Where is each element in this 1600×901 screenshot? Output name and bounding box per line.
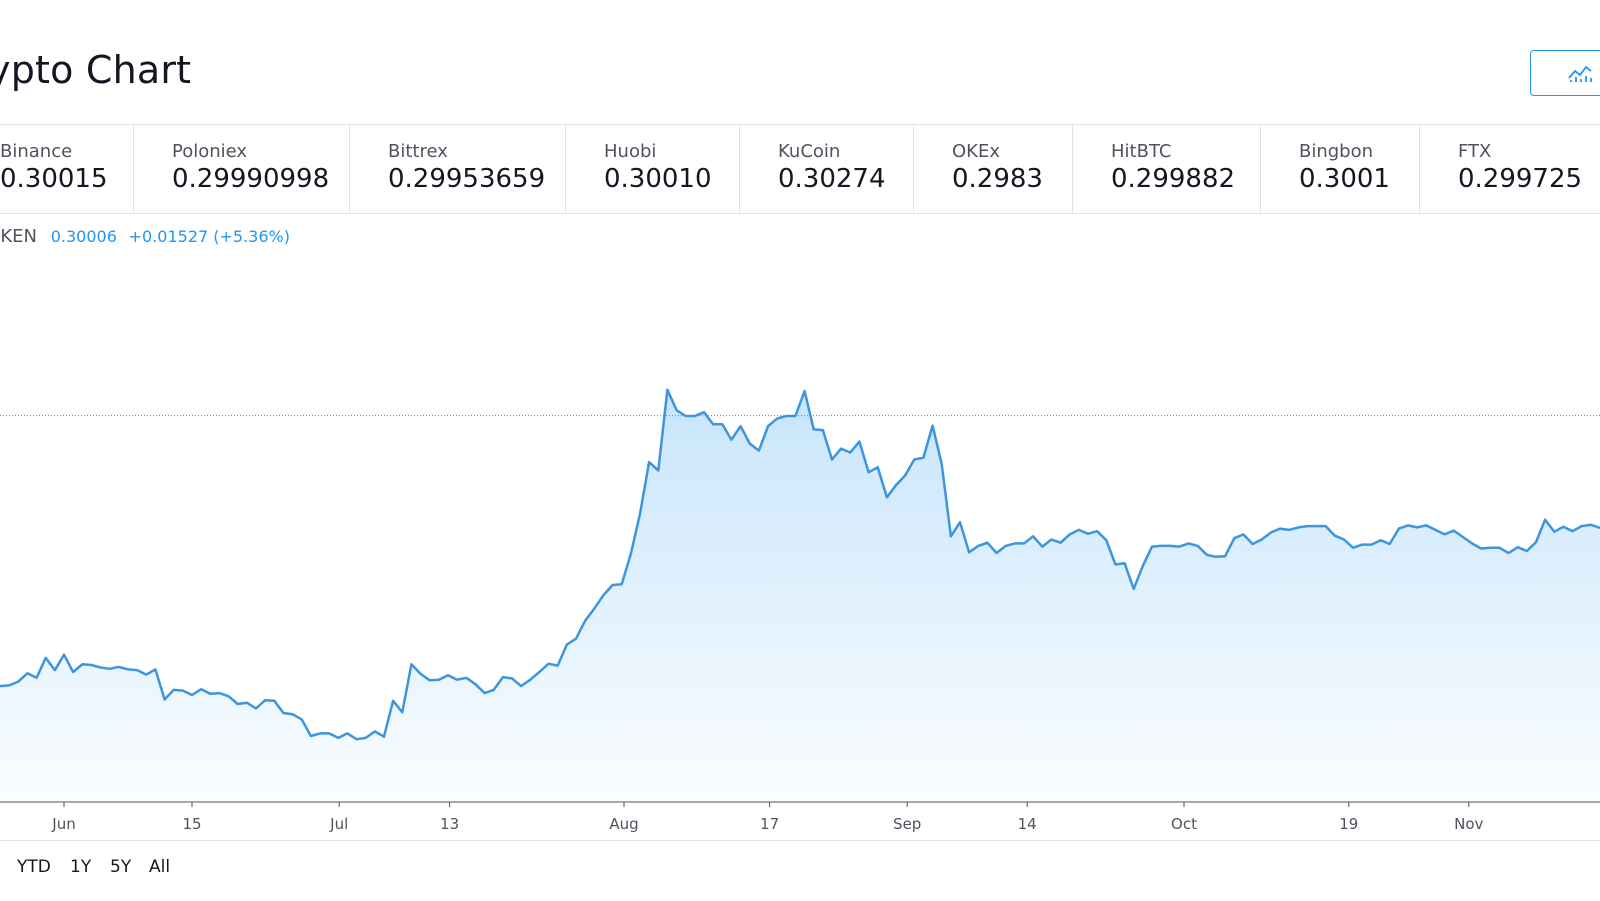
- x-tick-label: Sep: [893, 815, 921, 833]
- exchange-price: 0.3001: [1299, 164, 1390, 194]
- legend-change: +0.01527 (+5.36%): [128, 227, 290, 246]
- exchange-ftx[interactable]: FTX 0.299725: [1420, 125, 1600, 213]
- exchange-name: Binance: [0, 141, 73, 162]
- x-axis-ticks: Jun 15 Jul 13 Aug 17 Sep 14 Oct 19 Nov: [51, 802, 1484, 833]
- range-1y-button[interactable]: 1Y: [70, 857, 92, 877]
- exchange-price: 0.299725: [1458, 164, 1583, 194]
- x-tick-label: 17: [760, 815, 779, 833]
- range-ytd-button[interactable]: YTD: [17, 857, 51, 877]
- x-tick-label: 13: [440, 815, 459, 833]
- page-title: ypto Chart: [0, 48, 192, 92]
- x-tick-label: Nov: [1454, 815, 1483, 833]
- exchange-hitbtc[interactable]: HitBTC 0.299882: [1073, 125, 1261, 213]
- exchange-name: HitBTC: [1111, 141, 1172, 162]
- x-tick-label: Jun: [51, 815, 75, 833]
- exchange-name: KuCoin: [778, 141, 841, 162]
- x-tick-label: Jul: [329, 815, 348, 833]
- x-tick-label: 15: [182, 815, 201, 833]
- exchange-name: Poloniex: [172, 141, 248, 162]
- x-tick-label: Aug: [609, 815, 638, 833]
- exchange-binance[interactable]: Binance 0.30015: [0, 125, 134, 213]
- exchange-bingbon[interactable]: Bingbon 0.3001: [1261, 125, 1420, 213]
- exchange-poloniex[interactable]: Poloniex 0.29990998: [134, 125, 350, 213]
- exchange-price: 0.2983: [952, 164, 1043, 194]
- area-chart-icon: [1568, 65, 1592, 82]
- exchange-prices-bar: Binance 0.30015 Poloniex 0.29990998 Bitt…: [0, 124, 1600, 214]
- exchange-price: 0.30010: [604, 164, 712, 194]
- legend-last-value: 0.30006: [50, 227, 117, 246]
- price-chart[interactable]: Jun 15 Jul 13 Aug 17 Sep 14 Oct 19 Nov: [0, 230, 1600, 840]
- exchange-bittrex[interactable]: Bittrex 0.29953659: [350, 125, 566, 213]
- exchange-price: 0.29953659: [388, 164, 546, 194]
- exchange-name: FTX: [1458, 141, 1492, 162]
- exchange-price: 0.30015: [0, 164, 108, 194]
- exchange-kucoin[interactable]: KuCoin 0.30274: [740, 125, 914, 213]
- exchange-okex[interactable]: OKEx 0.2983: [914, 125, 1073, 213]
- chart-type-button[interactable]: [1530, 50, 1600, 96]
- range-all-button[interactable]: All: [149, 857, 171, 877]
- x-tick-label: 19: [1339, 815, 1358, 833]
- price-area: [0, 389, 1600, 802]
- exchange-price: 0.30274: [778, 164, 886, 194]
- legend-symbol: AKEN: [0, 226, 37, 247]
- x-tick-label: 14: [1018, 815, 1037, 833]
- price-line: [0, 388, 1600, 741]
- x-tick-label: Oct: [1171, 815, 1197, 833]
- exchange-name: Bingbon: [1299, 141, 1374, 162]
- exchange-name: Bittrex: [388, 141, 448, 162]
- exchange-name: OKEx: [952, 141, 1000, 162]
- exchange-huobi[interactable]: Huobi 0.30010: [566, 125, 740, 213]
- exchange-name: Huobi: [604, 141, 657, 162]
- range-5y-button[interactable]: 5Y: [110, 857, 132, 877]
- exchange-price: 0.29990998: [172, 164, 330, 194]
- range-selector: YTD 1Y 5Y All: [0, 840, 1600, 901]
- series-legend: AKEN 0.30006 +0.01527 (+5.36%): [0, 226, 290, 247]
- exchange-price: 0.299882: [1111, 164, 1236, 194]
